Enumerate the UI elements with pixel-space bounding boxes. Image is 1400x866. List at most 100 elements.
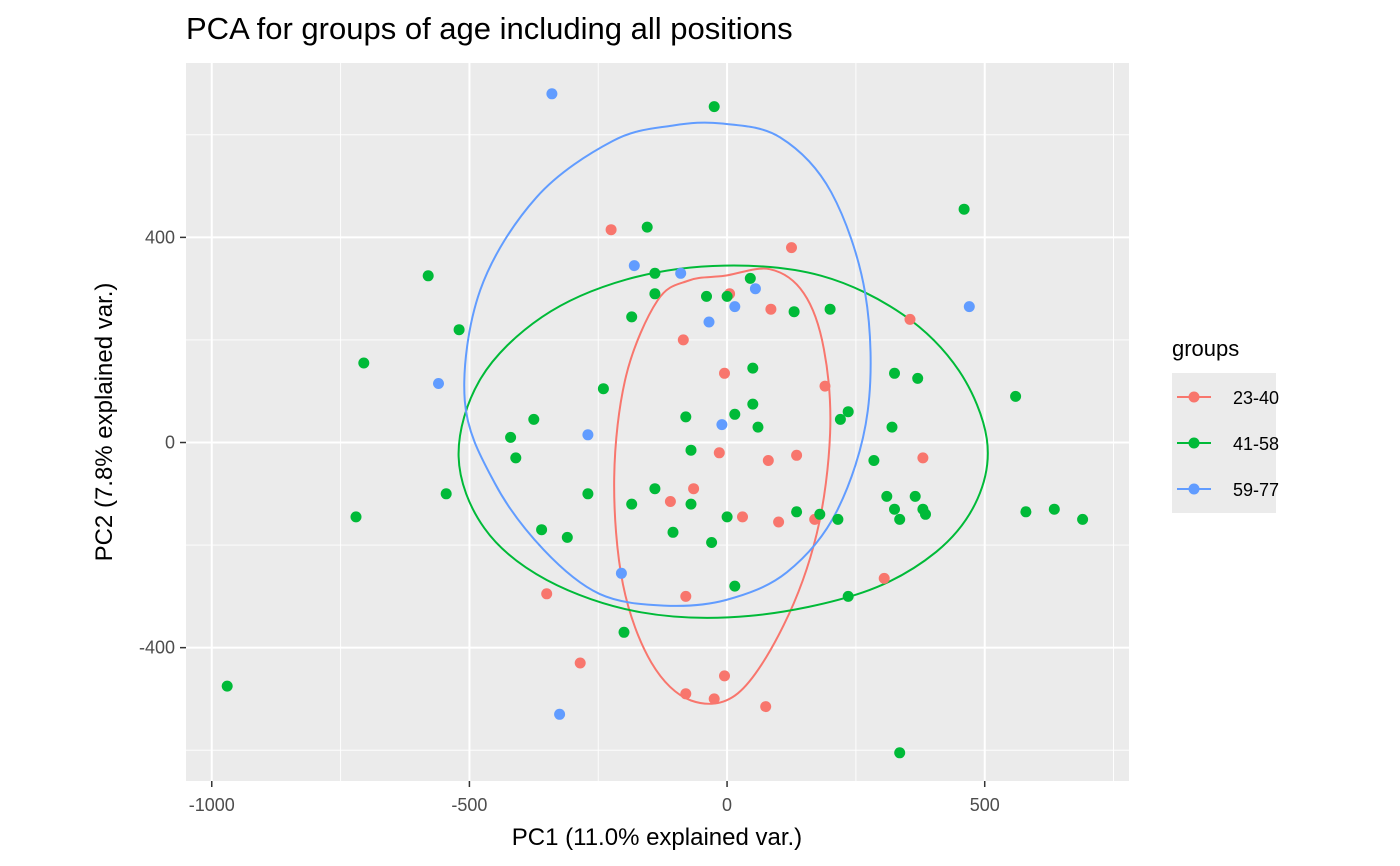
grid-lines [186,63,1129,781]
ellipse-59-77 [463,121,872,607]
point-41-58 [881,490,893,502]
point-41-58 [842,406,854,418]
point-41-58 [680,411,692,423]
point-41-58 [814,508,826,520]
point-41-58 [626,498,638,510]
point-59-77 [749,283,761,295]
point-41-58 [510,452,522,464]
point-23-40 [574,657,586,669]
x-tick-label: -500 [451,795,487,815]
point-41-58 [747,398,759,410]
point-41-58 [626,311,638,323]
point-41-58 [536,524,548,536]
point-23-40 [719,367,730,379]
legend-key-point-59-77 [1188,483,1200,495]
point-23-40 [917,452,929,464]
point-59-77 [433,378,444,389]
point-41-58 [453,324,465,336]
x-tick-label: 500 [970,795,1000,815]
point-23-40 [719,670,730,682]
point-41-58 [744,272,756,284]
point-41-58 [824,303,836,315]
point-41-58 [791,506,803,518]
point-41-58 [561,531,573,543]
point-59-77 [582,429,594,441]
point-23-40 [878,572,890,584]
point-41-58 [505,431,517,443]
point-41-58 [649,483,661,495]
point-41-58 [528,413,540,425]
point-41-58 [1048,503,1060,515]
legend: groups 23-40 41-58 59-77 [1172,336,1279,513]
y-axis-ticks: -400 0 400 [139,227,186,658]
legend-label-59-77: 59-77 [1233,480,1279,500]
point-41-58 [422,270,434,282]
point-41-58 [641,221,653,233]
y-tick-label: -400 [139,638,175,658]
point-41-58 [701,290,712,302]
point-41-58 [706,537,718,548]
x-tick-label: 0 [722,795,732,815]
confidence-ellipses [457,121,989,705]
point-41-58 [894,513,906,525]
point-41-58 [721,290,733,302]
point-41-58 [350,511,362,523]
point-23-40 [819,380,831,392]
x-axis-ticks: -1000 -500 0 500 [189,781,1000,815]
point-23-40 [605,224,617,236]
point-23-40 [541,588,553,600]
y-tick-label: 0 [165,433,175,453]
point-23-40 [664,496,676,507]
point-41-58 [912,372,924,384]
legend-title: groups [1172,336,1239,361]
point-59-77 [675,267,687,279]
point-41-58 [909,490,921,502]
point-23-40 [786,242,797,254]
point-23-40 [791,449,803,461]
point-23-40 [773,516,785,528]
legend-key-point-41-58 [1188,437,1200,449]
point-59-77 [615,567,627,579]
point-41-58 [597,383,609,395]
plot-panel [186,63,1129,781]
point-41-58 [958,203,970,215]
point-41-58 [221,680,233,692]
point-41-58 [1020,506,1032,518]
point-41-58 [832,513,844,525]
x-axis-title: PC1 (11.0% explained var.) [512,824,802,851]
ellipse-41-58 [457,264,989,619]
point-41-58 [889,367,900,379]
legend-label-23-40: 23-40 [1233,388,1279,408]
point-41-58 [788,306,800,318]
point-23-40 [688,483,700,495]
point-41-58 [618,626,630,638]
point-23-40 [677,334,689,346]
point-41-58 [834,413,846,425]
point-41-58 [752,421,764,433]
point-41-58 [1077,513,1089,525]
point-41-58 [1010,390,1022,402]
point-41-58 [649,267,661,279]
point-41-58 [920,508,931,520]
point-23-40 [713,447,725,459]
point-41-58 [685,444,697,456]
point-41-58 [649,288,661,300]
point-59-77 [546,88,558,100]
point-41-58 [729,408,741,420]
point-23-40 [680,590,692,602]
ellipse-23-40 [613,267,832,705]
point-41-58 [685,498,697,510]
point-41-58 [582,488,594,500]
y-tick-label: 400 [145,227,175,247]
point-41-58 [842,590,854,602]
point-23-40 [765,303,777,315]
point-41-58 [894,747,906,759]
point-59-77 [703,316,715,328]
point-59-77 [554,708,566,720]
point-41-58 [868,455,880,466]
chart-title: PCA for groups of age including all posi… [186,11,793,46]
point-23-40 [762,455,774,466]
point-59-77 [628,260,640,272]
point-23-40 [680,688,692,700]
